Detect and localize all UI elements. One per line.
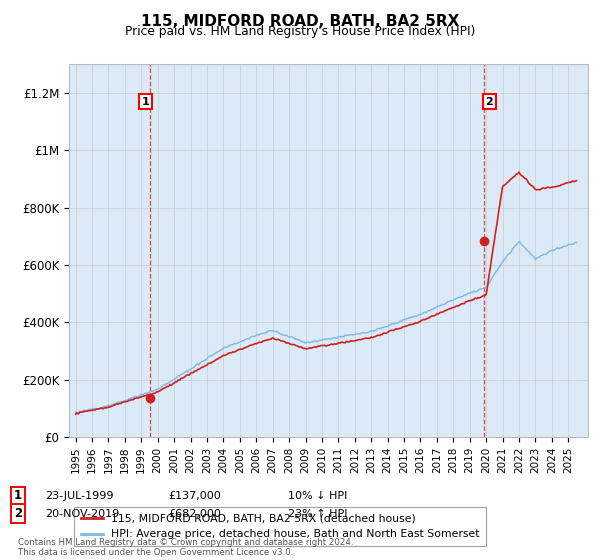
Text: 23-JUL-1999: 23-JUL-1999	[45, 491, 113, 501]
Legend: 115, MIDFORD ROAD, BATH, BA2 5RX (detached house), HPI: Average price, detached : 115, MIDFORD ROAD, BATH, BA2 5RX (detach…	[74, 507, 486, 546]
Text: 1: 1	[14, 489, 22, 502]
Text: Contains HM Land Registry data © Crown copyright and database right 2024.
This d: Contains HM Land Registry data © Crown c…	[18, 538, 353, 557]
Text: 10% ↓ HPI: 10% ↓ HPI	[288, 491, 347, 501]
Text: 115, MIDFORD ROAD, BATH, BA2 5RX: 115, MIDFORD ROAD, BATH, BA2 5RX	[141, 14, 459, 29]
Text: Price paid vs. HM Land Registry's House Price Index (HPI): Price paid vs. HM Land Registry's House …	[125, 25, 475, 38]
Text: £682,000: £682,000	[168, 508, 221, 519]
Text: £137,000: £137,000	[168, 491, 221, 501]
Text: 23% ↑ HPI: 23% ↑ HPI	[288, 508, 347, 519]
Text: 20-NOV-2019: 20-NOV-2019	[45, 508, 119, 519]
Text: 1: 1	[142, 97, 149, 106]
Text: 2: 2	[485, 97, 493, 106]
Text: 2: 2	[14, 507, 22, 520]
